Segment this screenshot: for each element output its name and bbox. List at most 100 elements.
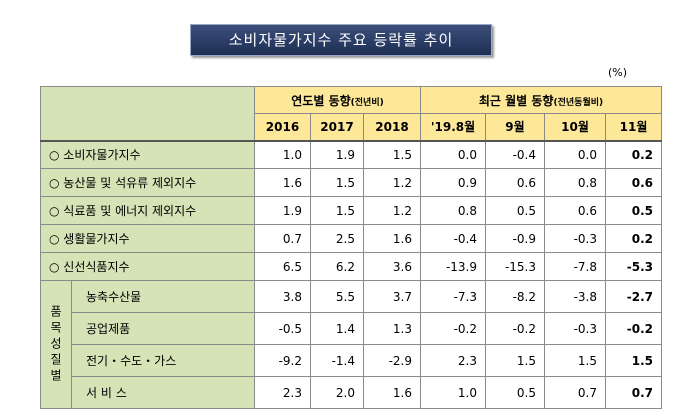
group-label: 품목성질별 (40, 280, 72, 409)
cell: -3.8 (544, 280, 606, 313)
cell: 0.6 (605, 168, 662, 197)
cell: -0.2 (485, 312, 545, 345)
cell: 6.2 (310, 252, 364, 281)
cell: 1.5 (485, 344, 545, 377)
cell: 1.0 (420, 376, 486, 409)
cell: 0.9 (420, 168, 486, 197)
row-label: 농축수산물 (71, 280, 255, 313)
cell: 1.3 (363, 312, 421, 345)
column-header: 2018 (363, 113, 421, 141)
column-header: 11월 (605, 113, 662, 141)
corner (40, 86, 255, 141)
row: 서 비 스 2.3 2.0 1.6 1.0 0.5 0.7 0.7 (41, 376, 662, 409)
cell: 1.6 (363, 376, 421, 409)
cell: 1.9 (310, 139, 364, 169)
cell: 0.6 (544, 196, 606, 225)
cell: 0.0 (544, 139, 606, 169)
row: 공업제품 -0.5 1.4 1.3 -0.2 -0.2 -0.3 -0.2 (41, 312, 662, 345)
row-label: ○ 신선식품지수 (40, 252, 255, 281)
cell: 2.5 (310, 224, 364, 253)
cell: 2.3 (254, 376, 311, 409)
cell: 2.0 (310, 376, 364, 409)
cell: 1.2 (363, 168, 421, 197)
cell: 1.4 (310, 312, 364, 345)
row-label: ○ 농산물 및 석유류 제외지수 (40, 168, 255, 197)
column-group: 연도별 동향(전년비) (254, 86, 421, 114)
row-label: 서 비 스 (71, 376, 255, 409)
cell: 1.6 (254, 168, 311, 197)
group-note: (전년동월비) (553, 97, 604, 108)
cell: 6.5 (254, 252, 311, 281)
cell: 2.3 (420, 344, 486, 377)
cell: -13.9 (420, 252, 486, 281)
column-group: 최근 월별 동향(전년동월비) (420, 86, 662, 114)
table: 연도별 동향(전년비) 최근 월별 동향(전년동월비) 2016 2017 2018'1… (40, 86, 662, 409)
cell: 1.5 (310, 168, 364, 197)
cell: 3.7 (363, 280, 421, 313)
cell: 0.8 (544, 168, 606, 197)
row: ○ 농산물 및 석유류 제외지수 1.6 1.5 1.2 0.9 0.6 0.8 0.6 (40, 168, 662, 197)
cell: -2.7 (605, 280, 662, 313)
cell: 0.5 (485, 376, 545, 409)
row: ○ 식료품 및 에너지 제외지수 1.9 1.5 1.2 0.8 0.5 0.6 0.5 (40, 196, 662, 225)
cell: -0.4 (485, 139, 545, 169)
cell: 0.7 (254, 224, 311, 253)
cell: 0.5 (485, 196, 545, 225)
cell: -2.9 (363, 344, 421, 377)
cell: 5.5 (310, 280, 364, 313)
cell: 0.8 (420, 196, 486, 225)
row: ○ 소비자물가지수 1.0 1.9 1.5 0.0 -0.4 0.0 0.2 (40, 139, 662, 169)
cell: -8.2 (485, 280, 545, 313)
cell: -0.2 (420, 312, 486, 345)
cell: 0.0 (420, 139, 486, 169)
cell: 1.0 (254, 139, 311, 169)
cell: 3.8 (254, 280, 311, 313)
cell: 1.6 (363, 224, 421, 253)
row: ○ 생활물가지수 0.7 2.5 1.6 -0.4 -0.9 -0.3 0.2 (40, 224, 662, 253)
cell: 0.5 (605, 196, 662, 225)
cell: -0.9 (485, 224, 545, 253)
cell: -9.2 (254, 344, 311, 377)
cell: -7.3 (420, 280, 486, 313)
column-header: 9월 (485, 113, 545, 141)
row-label: 공업제품 (71, 312, 255, 345)
cell: -0.2 (605, 312, 662, 345)
cell: 0.2 (605, 139, 662, 169)
cell: 1.5 (363, 139, 421, 169)
row: ○ 신선식품지수 6.5 6.2 3.6 -13.9 -15.3 -7.8 -5.3 (40, 252, 662, 281)
group-note: (전년비) (350, 97, 384, 108)
cell: 1.5 (544, 344, 606, 377)
header-row: 연도별 동향(전년비) 최근 월별 동향(전년동월비) (40, 86, 662, 141)
cell: 0.7 (605, 376, 662, 409)
cell: -0.5 (254, 312, 311, 345)
group-label: 연도별 동향 (291, 93, 351, 108)
cell: 1.9 (254, 196, 311, 225)
cell: -1.4 (310, 344, 364, 377)
cell: 0.7 (544, 376, 606, 409)
column-header: 2017 (310, 113, 364, 141)
cell: -7.8 (544, 252, 606, 281)
cell: 1.5 (605, 344, 662, 377)
cell: 3.6 (363, 252, 421, 281)
cell: -0.3 (544, 224, 606, 253)
column-header: '19.8월 (420, 113, 486, 141)
cell: -15.3 (485, 252, 545, 281)
cell: -5.3 (605, 252, 662, 281)
column-header: 10월 (544, 113, 606, 141)
row-label: ○ 소비자물가지수 (40, 139, 255, 169)
cell: -0.4 (420, 224, 486, 253)
header-row: 2016 2017 2018'19.8월 9월 10월 11월 (41, 113, 662, 141)
cell: 0.2 (605, 224, 662, 253)
cell: 1.5 (310, 196, 364, 225)
column-header: 2016 (254, 113, 311, 141)
group-label: 최근 월별 동향 (478, 93, 554, 108)
cell: 0.6 (485, 168, 545, 197)
cell: -0.3 (544, 312, 606, 345)
row-label: ○ 생활물가지수 (40, 224, 255, 253)
title: 소비자물가지수 주요 등락률 추이 (190, 24, 492, 56)
row: 전기・수도・가스 -9.2 -1.4 -2.9 2.3 1.5 1.5 1.5 (41, 344, 662, 377)
row: 품목성질별 농축수산물 3.8 5.5 3.7 -7.3 -8.2 -3.8 -2.7 (40, 280, 662, 409)
unit: (%) (608, 66, 628, 79)
cell: 1.2 (363, 196, 421, 225)
